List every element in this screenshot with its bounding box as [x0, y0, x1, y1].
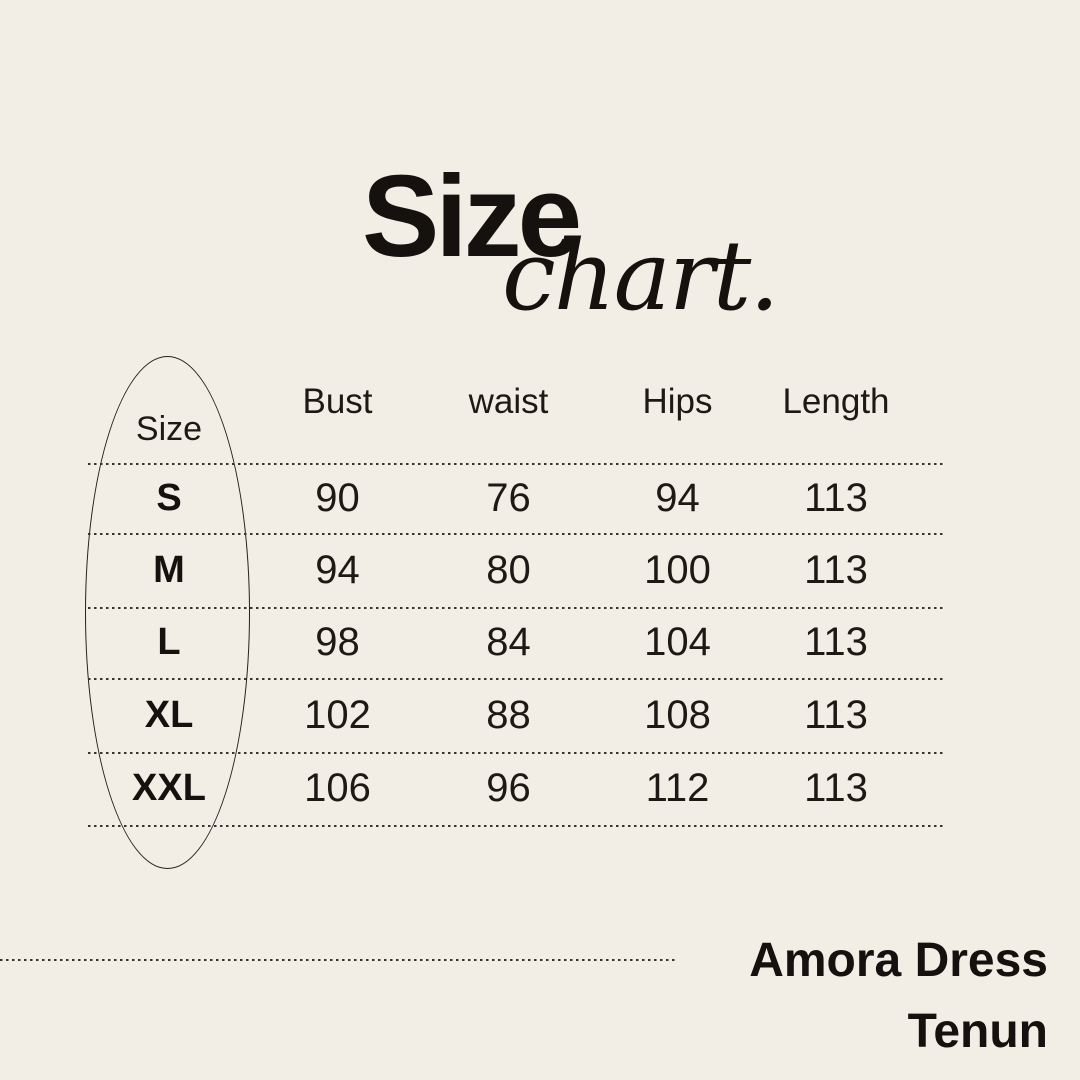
length-value-m: 113 [804, 547, 868, 592]
footer-divider-line [0, 959, 677, 961]
row-divider-2 [88, 533, 945, 535]
bust-value-xxl: 106 [304, 766, 371, 810]
length-value-s: 113 [804, 475, 868, 520]
bust-value-s: 90 [315, 475, 360, 520]
column-header-hips: Hips [642, 382, 713, 421]
waist-value-s: 76 [486, 475, 531, 520]
table-row-xl: XL 102 88 108 113 [88, 678, 945, 752]
product-name-line1: Amora Dress [749, 934, 1048, 987]
row-divider-6 [88, 825, 945, 827]
page-title-script: chart. [502, 220, 780, 332]
product-name: Amora Dress Tenun [749, 925, 1048, 1067]
size-label-xxl: XXL [132, 767, 206, 809]
table-header-row: Size Bust waist Hips Length [88, 370, 945, 463]
column-header-length: Length [782, 382, 890, 421]
waist-value-xl: 88 [486, 692, 531, 737]
column-header-bust: Bust [302, 382, 373, 421]
size-label-xl: XL [144, 693, 194, 736]
row-divider-5 [88, 752, 945, 754]
table-row-xxl: XXL 106 96 112 113 [88, 752, 945, 825]
size-label-m: M [153, 548, 185, 591]
table-row-l: L 98 84 104 113 [88, 607, 945, 678]
size-label-s: S [156, 476, 182, 519]
bust-value-m: 94 [315, 547, 360, 592]
column-header-size: Size [135, 410, 203, 448]
product-name-line2: Tenun [907, 1005, 1048, 1058]
row-divider-4 [88, 678, 945, 680]
hips-value-xl: 108 [644, 692, 711, 737]
hips-value-xxl: 112 [645, 766, 710, 810]
bust-value-l: 98 [315, 620, 360, 664]
table-row-m: M 94 80 100 113 [88, 533, 945, 607]
size-label-l: L [157, 621, 181, 663]
table-row-s: S 90 76 94 113 [88, 463, 945, 533]
row-divider-3 [88, 607, 945, 609]
hips-value-m: 100 [644, 547, 711, 592]
waist-value-m: 80 [486, 547, 531, 592]
length-value-l: 113 [804, 620, 868, 664]
waist-value-l: 84 [486, 620, 531, 664]
size-column-highlight-ellipse [85, 356, 250, 869]
column-header-waist: waist [468, 382, 549, 421]
hips-value-l: 104 [644, 620, 711, 664]
bust-value-xl: 102 [304, 692, 371, 737]
length-value-xxl: 113 [804, 766, 868, 810]
waist-value-xxl: 96 [486, 766, 531, 810]
page-title-main: Size [362, 151, 582, 281]
hips-value-s: 94 [655, 475, 700, 520]
length-value-xl: 113 [804, 692, 868, 737]
row-divider-1 [88, 463, 945, 465]
